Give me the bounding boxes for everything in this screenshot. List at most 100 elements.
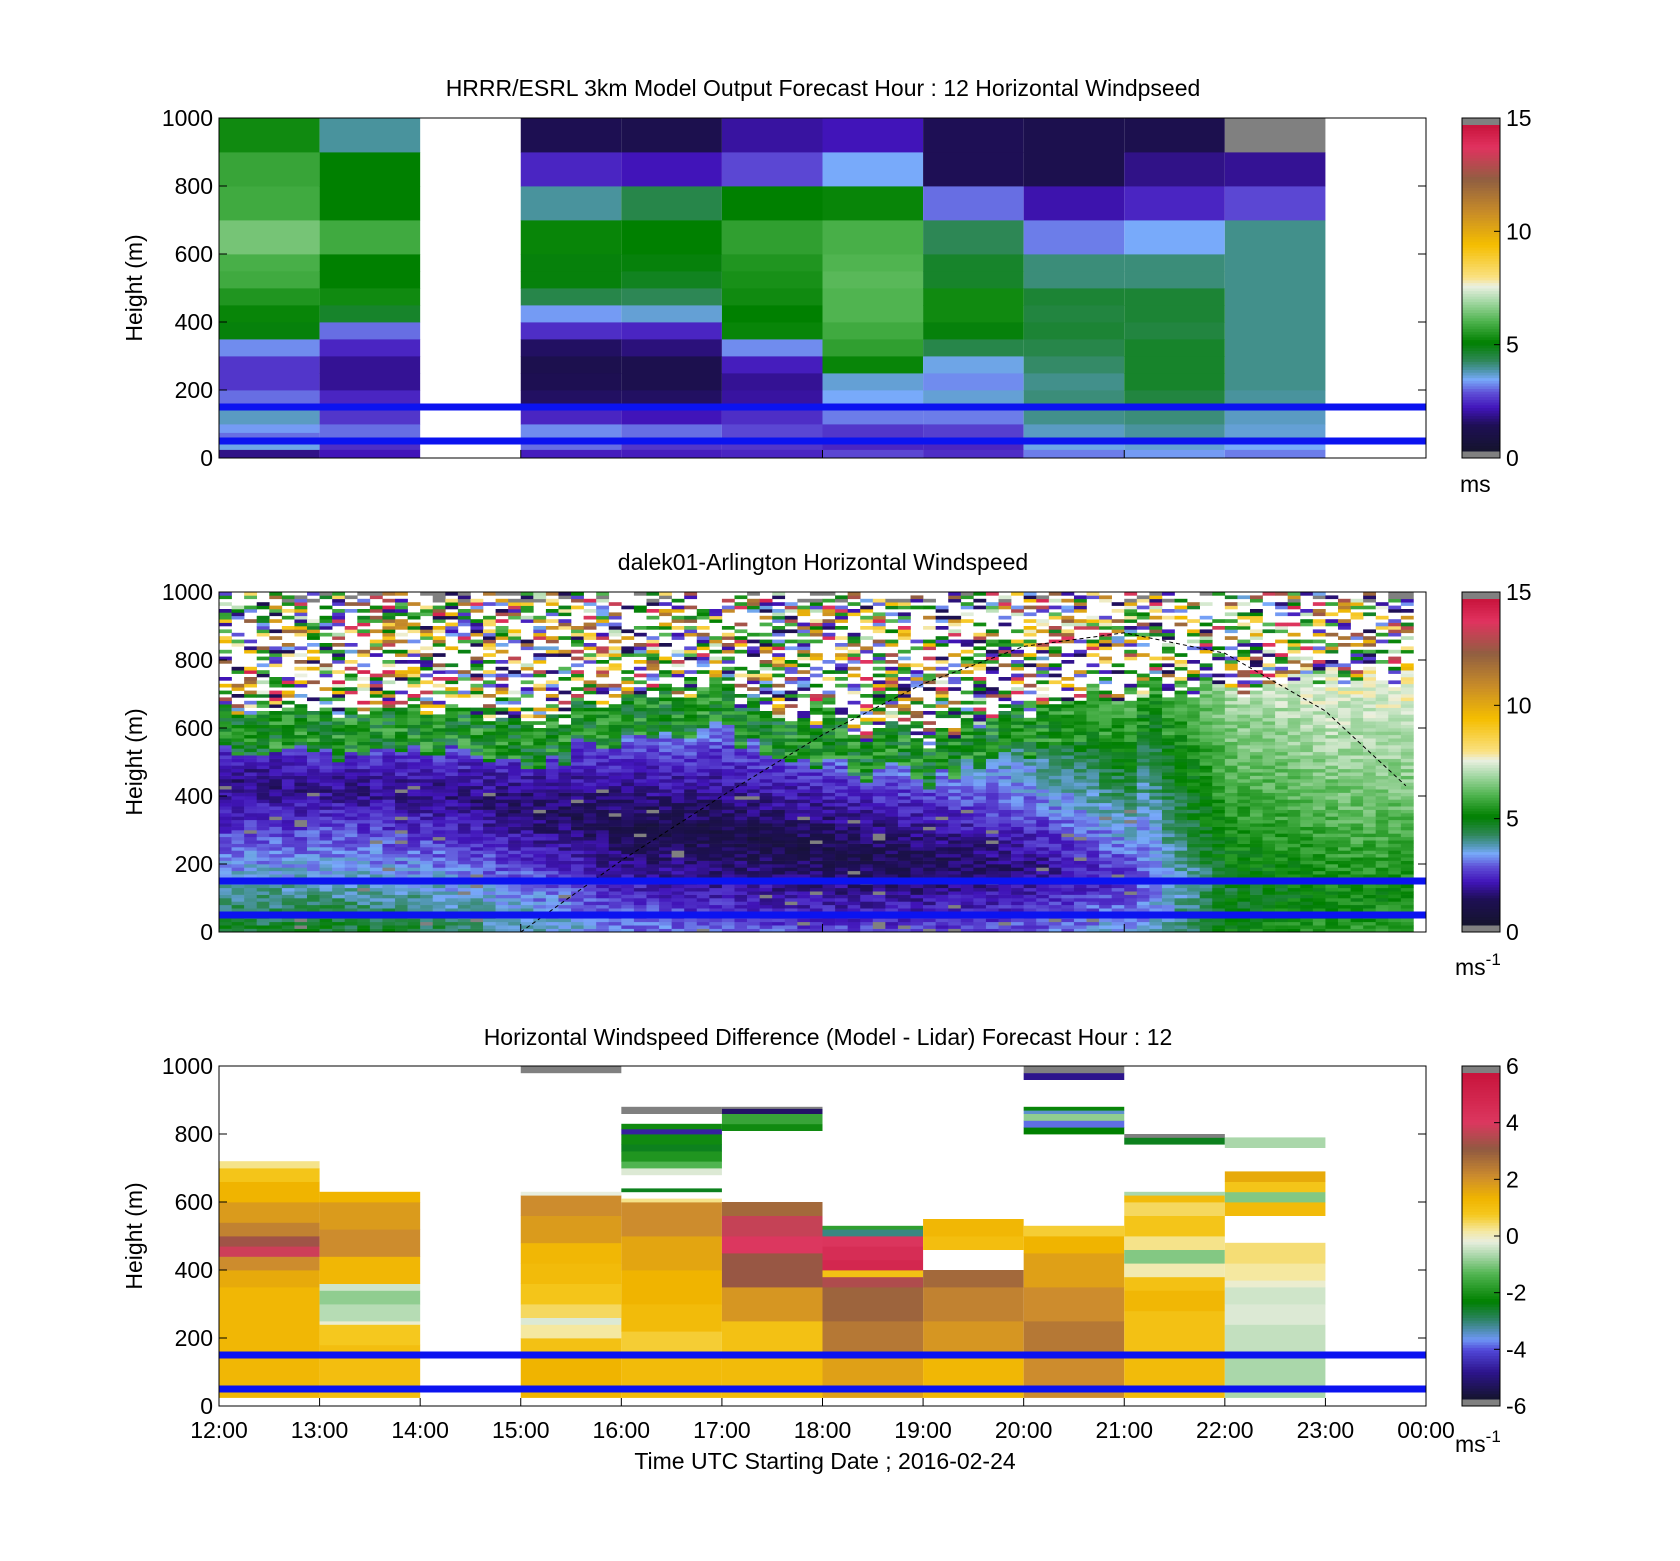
heatmap-cell [621,721,635,725]
heatmap-cell [596,731,610,736]
heatmap-cell [219,928,232,933]
heatmap-cell [835,904,848,909]
heatmap-cell [470,823,484,827]
heatmap-cell [294,789,308,793]
heatmap-cell [495,643,509,647]
heatmap-cell [897,799,911,804]
heatmap-cell [319,887,333,892]
heatmap-cell [784,666,798,671]
heatmap-cell [256,819,270,824]
heatmap-cell [860,904,874,909]
heatmap-cell [520,840,534,844]
heatmap-cell [596,796,610,800]
heatmap-cell [432,901,446,906]
heatmap-cell [583,683,597,688]
heatmap-cell [835,874,848,878]
heatmap-cell [747,704,760,708]
heatmap-cell [294,826,308,831]
heatmap-cell [231,711,245,715]
heatmap-cell [772,595,786,600]
heatmap-cell [382,748,396,753]
heatmap-cell [797,785,811,790]
heatmap-cell [734,823,748,827]
heatmap-cell [721,762,735,766]
heatmap-cell [646,775,660,780]
heatmap-cell [709,697,723,702]
heatmap-cell [797,901,811,906]
heatmap-cell [621,717,635,722]
heatmap-cell [545,785,559,790]
heatmap-cell [545,697,559,702]
colorbar-step [1462,160,1500,164]
colorbar-step [1462,135,1500,140]
heatmap-cell [407,755,421,759]
heatmap-cell [809,592,823,596]
heatmap-cell [797,925,811,929]
heatmap-cell [432,840,446,844]
heatmap-cell [269,785,283,790]
heatmap-cell [332,782,346,787]
heatmap-cell [860,928,874,933]
heatmap-cell [797,677,811,681]
heatmap-cell [659,925,672,929]
colorbar-tick-label: 5 [1506,332,1519,358]
heatmap-cell [583,796,597,800]
heatmap-cell [633,592,647,596]
heatmap-cell [772,765,786,770]
heatmap-cell [797,806,811,810]
colorbar-step [1462,307,1500,311]
heatmap-cell [219,356,320,374]
heatmap-cell [457,612,471,617]
heatmap-cell [659,632,672,637]
heatmap-cell [369,819,383,824]
heatmap-cell [684,653,698,657]
heatmap-cell [860,918,874,923]
heatmap-cell [307,870,320,875]
heatmap-cell [835,796,848,800]
heatmap-cell [797,755,811,759]
heatmap-cell [721,850,735,855]
heatmap-cell [307,789,320,793]
heatmap-cell [872,741,886,746]
heatmap-cell [470,775,484,780]
heatmap-cell [646,874,660,878]
heatmap-cell [721,288,823,306]
heatmap-cell [860,850,874,855]
heatmap-cell [847,673,861,678]
heatmap-cell [533,751,547,756]
heatmap-cell [596,673,610,678]
heatmap-cell [847,809,861,814]
heatmap-cell [596,830,610,834]
heatmap-cell [558,850,572,855]
heatmap-cell [533,891,547,895]
heatmap-cell [432,700,446,705]
heatmap-cell [709,717,723,722]
heatmap-cell [508,843,522,848]
colorbar-under [1462,451,1500,458]
heatmap-cell [721,717,735,722]
heatmap-cell [319,687,333,691]
heatmap-cell [533,921,547,926]
colorbar-step [1462,391,1500,395]
heatmap-cell [445,721,459,725]
heatmap-cell [533,653,547,657]
heatmap-cell [633,853,647,858]
heatmap-cell [445,646,459,651]
heatmap-cell [520,792,534,797]
heatmap-cell [847,819,861,824]
colorbar-step [1462,328,1500,332]
heatmap-cell [897,928,911,933]
colorbar-step [1462,437,1500,441]
heatmap-cell [696,819,710,824]
heatmap-cell [256,728,270,732]
heatmap-cell [721,918,735,923]
heatmap-cell [684,853,698,858]
heatmap-cell [219,724,232,729]
heatmap-cell [432,819,446,824]
heatmap-cell [457,870,471,875]
heatmap-cell [332,918,346,923]
heatmap-cell [420,857,434,861]
heatmap-cell [696,615,710,620]
heatmap-cell [571,663,584,668]
heatmap-cell [897,612,911,617]
